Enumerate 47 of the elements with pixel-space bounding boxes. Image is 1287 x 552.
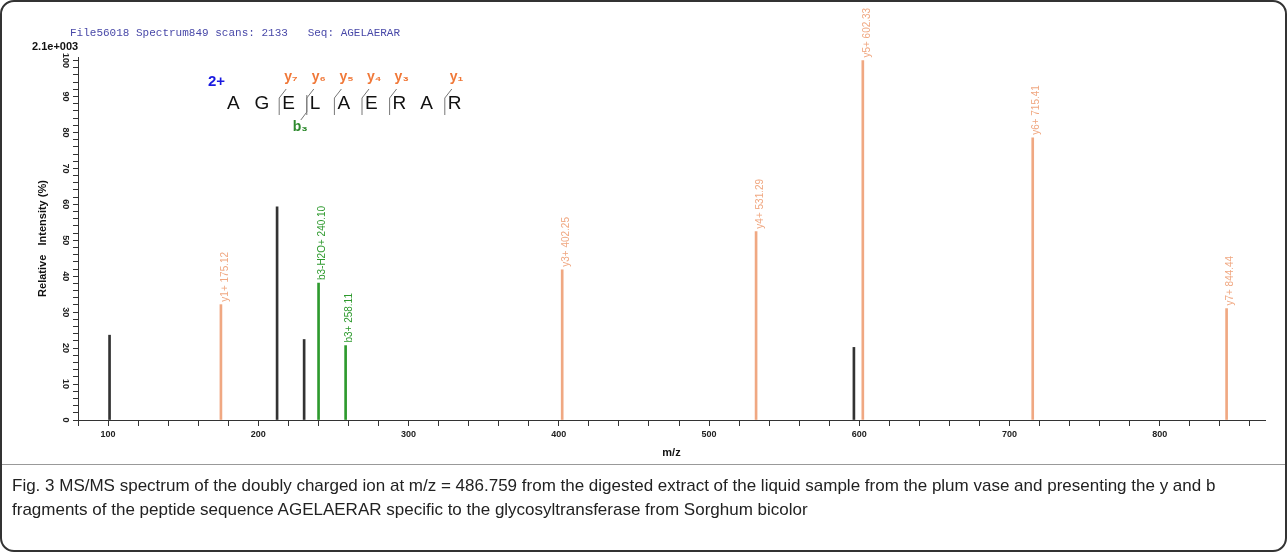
data-label: y5+ 602.33 bbox=[860, 7, 872, 58]
x-tick-label: 600 bbox=[851, 428, 867, 439]
y-tick-label: 70 bbox=[60, 163, 71, 174]
data-label: y3+ 402.25 bbox=[559, 216, 571, 267]
annotation: 2+ bbox=[208, 72, 226, 89]
bar bbox=[560, 269, 564, 420]
annotation: b₃ bbox=[292, 118, 308, 134]
annotation: y₃ bbox=[394, 68, 409, 84]
annotation: y₇ bbox=[284, 68, 298, 84]
annotation: y₅ bbox=[339, 68, 354, 84]
bar bbox=[344, 345, 347, 420]
bar bbox=[1031, 137, 1035, 420]
y-tick-label: 60 bbox=[60, 199, 71, 210]
data-label: y6+ 715.41 bbox=[1030, 84, 1042, 135]
y-tick-label: 0 bbox=[60, 417, 71, 423]
y-tick-label: 40 bbox=[60, 271, 71, 282]
bar bbox=[317, 282, 320, 420]
y-tick-label: 30 bbox=[60, 307, 71, 318]
x-tick-label: 700 bbox=[1002, 428, 1018, 439]
data-label: b3+ 258.11 bbox=[343, 292, 355, 343]
annotation: y₄ bbox=[367, 68, 382, 84]
text: File56018 Spectrum849 scans: 2133 Seq: AGELAERAR bbox=[70, 27, 401, 39]
y-tick-label: 100 bbox=[60, 53, 71, 69]
annotation: y₁ bbox=[449, 68, 464, 84]
y-tick-label: 80 bbox=[60, 127, 71, 138]
annotation: y₆ bbox=[311, 68, 326, 84]
x-tick-label: 500 bbox=[701, 428, 717, 439]
x-axis-title: m/z bbox=[662, 446, 682, 459]
bar bbox=[861, 60, 865, 420]
data-label: y4+ 531.29 bbox=[753, 178, 765, 229]
x-tick-label: 100 bbox=[100, 428, 116, 439]
x-tick-label: 200 bbox=[250, 428, 266, 439]
text: 2.1e+003 bbox=[32, 40, 79, 52]
text: A G E L A E R A R bbox=[227, 92, 462, 113]
y-tick-label: 50 bbox=[60, 235, 71, 246]
y-tick-label: 90 bbox=[60, 91, 71, 102]
bar bbox=[1225, 308, 1228, 420]
caption: Fig. 3 MS/MS spectrum of the doubly charged ion at m/z = 486.759 from the digested extract of the liquid sample from the plum vase and presenting the y and b fragments of the peptide sequence AGELAERAR specific to the glycosyltransferase from Sorghum bicolor bbox=[12, 475, 1217, 521]
y-tick-label: 20 bbox=[60, 343, 71, 354]
data-label: y1+ 175.12 bbox=[218, 251, 230, 302]
x-tick-label: 800 bbox=[1152, 428, 1168, 439]
y-tick-label: 10 bbox=[60, 379, 71, 390]
data-label: b3-H2O+ 240.10 bbox=[316, 205, 328, 281]
y-axis-title: Relative Intensity (%) bbox=[35, 179, 48, 297]
x-tick-label: 400 bbox=[551, 428, 567, 439]
data-label: y7+ 844.44 bbox=[1224, 255, 1236, 306]
x-tick-label: 300 bbox=[401, 428, 417, 439]
